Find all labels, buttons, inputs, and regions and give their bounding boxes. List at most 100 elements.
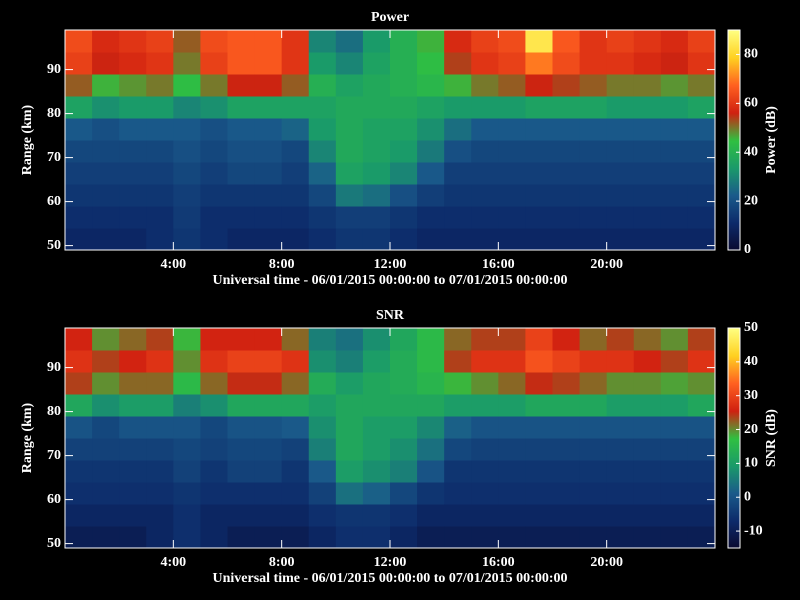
- colorbar-swatch: [728, 424, 740, 427]
- heat-cell: [417, 184, 445, 207]
- heat-cell: [444, 416, 472, 439]
- heat-cell: [498, 52, 526, 75]
- heat-cell: [471, 438, 499, 461]
- colorbar-swatch: [728, 436, 740, 439]
- heat-cell: [606, 52, 635, 75]
- heat-cell: [119, 74, 147, 97]
- heat-cell: [444, 460, 472, 483]
- heat-cell: [660, 96, 689, 119]
- heat-cell: [606, 162, 635, 185]
- heat-cell: [227, 504, 256, 527]
- heat-cell: [471, 140, 499, 163]
- heat-cell: [660, 482, 689, 505]
- colorbar-swatch: [728, 530, 740, 533]
- heat-cell: [606, 30, 635, 53]
- heat-cell: [687, 162, 716, 185]
- heat-cell: [633, 372, 662, 395]
- heat-cell: [335, 184, 364, 207]
- heat-cell: [633, 460, 662, 483]
- heat-cell: [579, 30, 608, 53]
- heat-cell: [362, 96, 391, 119]
- heat-cell: [92, 526, 120, 549]
- heat-cell: [498, 482, 526, 505]
- heat-cell: [362, 118, 391, 141]
- heat-cell: [417, 372, 445, 395]
- heat-cell: [362, 184, 391, 207]
- heat-cell: [444, 30, 472, 53]
- heat-cell: [362, 74, 391, 97]
- colorbar-swatch: [728, 152, 740, 155]
- colorbar-swatch: [728, 454, 740, 457]
- x-tick-label: 20:00: [590, 257, 623, 272]
- heat-cell: [362, 30, 391, 53]
- heat-cell: [579, 74, 608, 97]
- heat-cell: [119, 162, 147, 185]
- heat-cell: [335, 140, 364, 163]
- colorbar-swatch: [728, 128, 740, 131]
- colorbar-swatch: [728, 140, 740, 143]
- colorbar-swatch: [728, 178, 740, 181]
- colorbar-swatch: [728, 92, 740, 95]
- heat-cell: [119, 206, 147, 229]
- heat-cell: [362, 140, 391, 163]
- colorbar-tick-label: 0: [744, 489, 751, 504]
- heat-cell: [65, 328, 93, 351]
- colorbar-swatch: [728, 88, 740, 91]
- heat-cell: [119, 140, 147, 163]
- heat-cell: [606, 184, 635, 207]
- colorbar-swatch: [728, 442, 740, 445]
- heat-cell: [119, 438, 147, 461]
- heat-cell: [390, 140, 418, 163]
- heat-cell: [335, 350, 364, 373]
- heat-cell: [525, 184, 553, 207]
- colorbar-swatch: [728, 400, 740, 403]
- x-tick-label: 8:00: [269, 257, 295, 272]
- heat-cell: [606, 438, 635, 461]
- heat-cell: [254, 394, 283, 417]
- heat-cell: [660, 460, 689, 483]
- colorbar-swatch: [728, 238, 740, 241]
- heat-cell: [254, 350, 283, 373]
- heat-cell: [498, 438, 526, 461]
- colorbar-swatch: [728, 370, 740, 373]
- heat-cell: [660, 30, 689, 53]
- heat-cell: [390, 30, 418, 53]
- heat-cell: [200, 372, 228, 395]
- colorbar-swatch: [728, 176, 740, 179]
- heat-cell: [92, 228, 120, 251]
- heat-cell: [146, 438, 174, 461]
- heat-cell: [281, 96, 310, 119]
- colorbar-swatch: [728, 46, 740, 49]
- heat-cell: [579, 416, 608, 439]
- heat-cell: [227, 30, 256, 53]
- heat-cell: [525, 526, 553, 549]
- heat-cell: [146, 482, 174, 505]
- colorbar-swatch: [728, 416, 740, 419]
- heat-cell: [254, 96, 283, 119]
- colorbar-swatch: [728, 134, 740, 137]
- heat-cell: [335, 206, 364, 229]
- colorbar-swatch: [728, 112, 740, 115]
- heat-cell: [579, 52, 608, 75]
- heat-cell: [390, 228, 418, 251]
- heat-cell: [660, 328, 689, 351]
- heat-cell: [633, 394, 662, 417]
- heat-cell: [92, 162, 120, 185]
- colorbar-swatch: [728, 202, 740, 205]
- heat-cell: [173, 438, 201, 461]
- heat-cell: [498, 504, 526, 527]
- colorbar-swatch: [728, 396, 740, 399]
- heat-cell: [308, 328, 337, 351]
- colorbar-swatch: [728, 230, 740, 233]
- heat-cell: [606, 140, 635, 163]
- heat-cell: [65, 460, 93, 483]
- heat-cell: [335, 74, 364, 97]
- colorbar-swatch: [728, 384, 740, 387]
- heat-cell: [498, 118, 526, 141]
- heat-cell: [498, 526, 526, 549]
- heat-cell: [281, 394, 310, 417]
- colorbar-frame: [727, 29, 741, 251]
- heat-cell: [444, 328, 472, 351]
- heat-cell: [254, 118, 283, 141]
- colorbar-swatch: [728, 52, 740, 55]
